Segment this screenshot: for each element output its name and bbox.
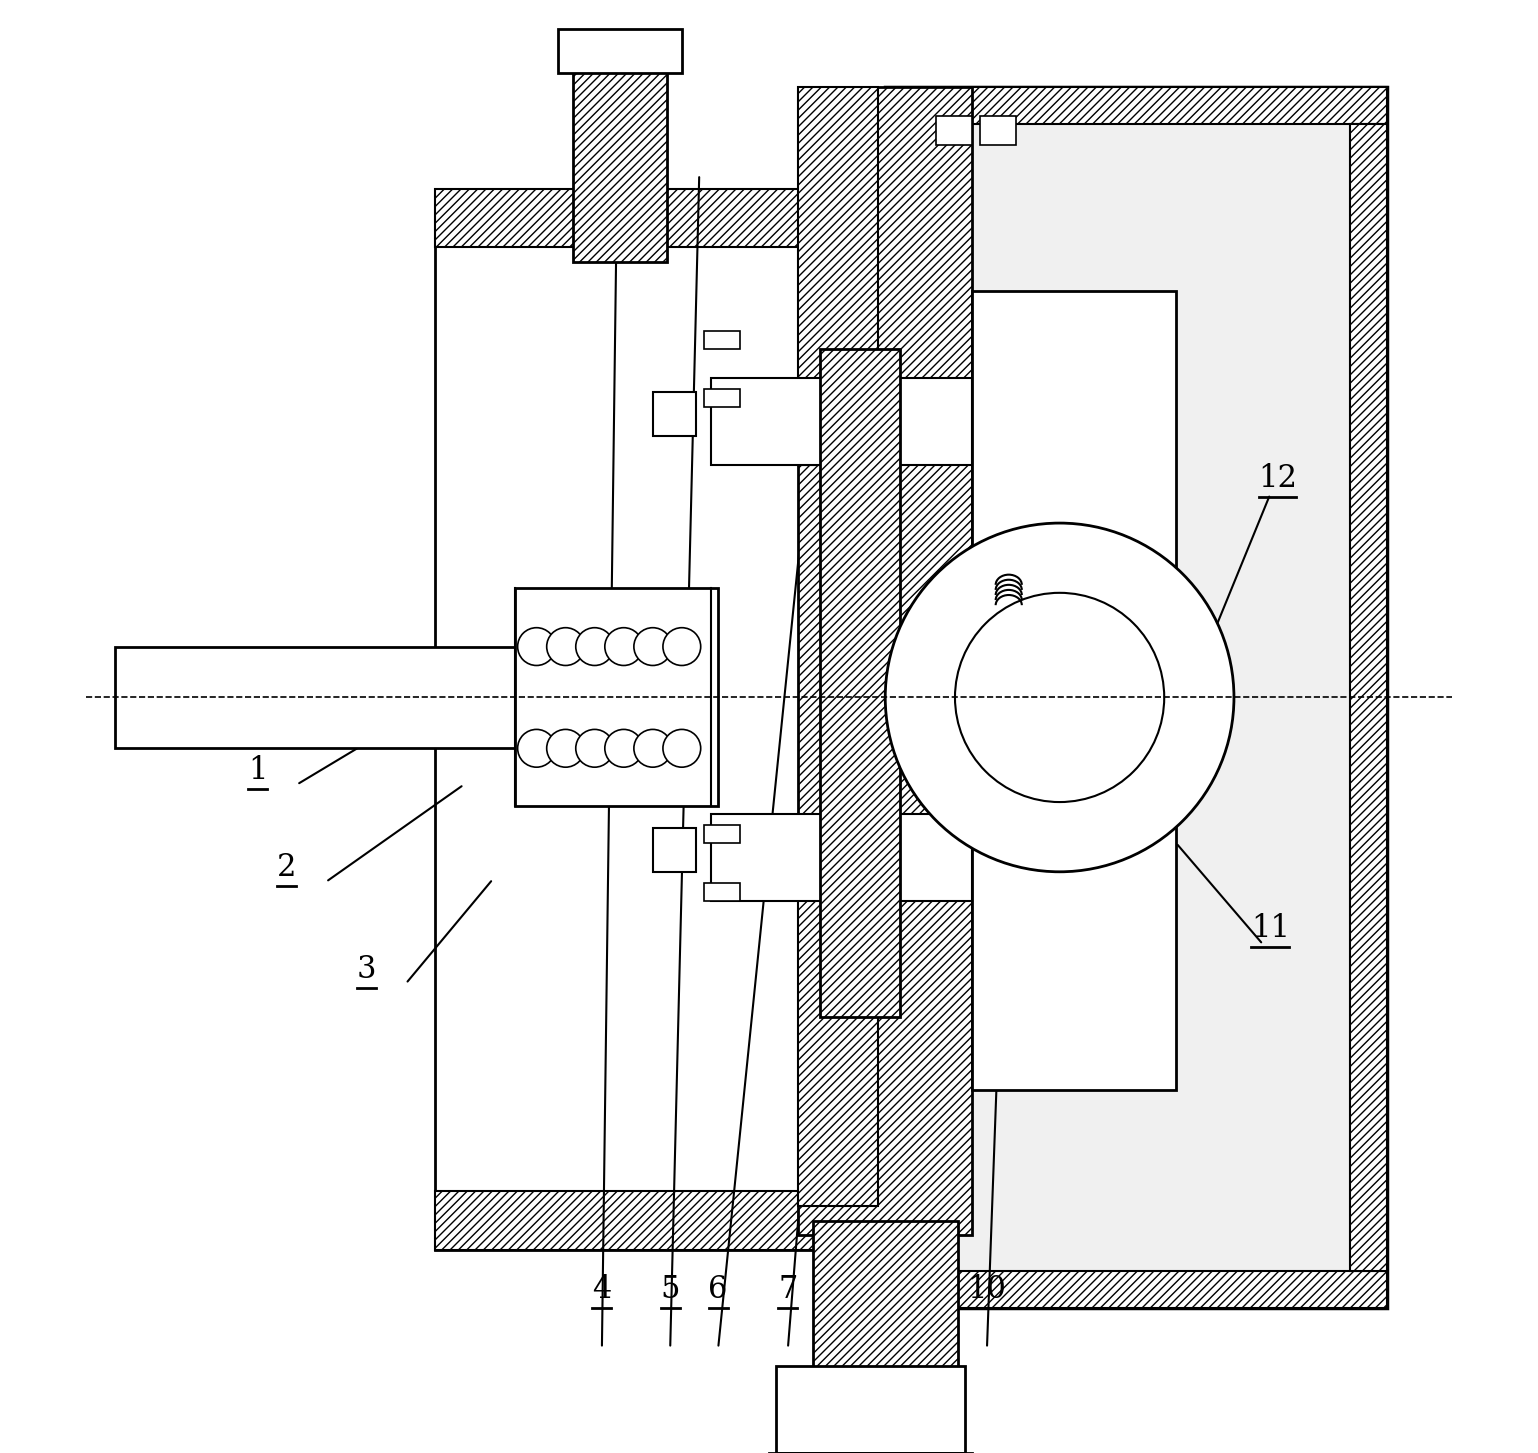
Bar	[812, 1221, 958, 1395]
Circle shape	[886, 523, 1233, 872]
Polygon shape	[886, 87, 1387, 124]
Bar	[980, 116, 1017, 145]
Bar	[435, 189, 943, 1250]
Circle shape	[546, 729, 584, 767]
Text: 8: 8	[849, 1274, 869, 1305]
Text: 2: 2	[277, 853, 297, 883]
Bar	[798, 828, 878, 1206]
Circle shape	[663, 628, 701, 665]
Text: 11: 11	[1250, 914, 1290, 944]
Bar	[703, 331, 740, 349]
Text: 7: 7	[778, 1274, 798, 1305]
Bar	[820, 349, 900, 1017]
Bar	[572, 44, 667, 262]
Text: 4: 4	[592, 1274, 612, 1305]
Bar	[886, 87, 1387, 1308]
Circle shape	[518, 729, 555, 767]
Bar	[711, 814, 972, 901]
Polygon shape	[886, 1271, 1387, 1308]
Circle shape	[634, 628, 672, 665]
Bar	[972, 291, 1177, 1090]
Bar	[798, 87, 972, 1235]
Bar	[703, 389, 740, 407]
Bar	[777, 1366, 966, 1453]
Polygon shape	[435, 1191, 943, 1250]
Circle shape	[955, 593, 1164, 802]
Text: 10: 10	[967, 1274, 1006, 1305]
Text: 5: 5	[660, 1274, 680, 1305]
Text: 3: 3	[357, 955, 377, 985]
Text: 9: 9	[910, 1274, 930, 1305]
Circle shape	[604, 628, 643, 665]
Bar	[652, 828, 697, 872]
Bar	[558, 29, 681, 73]
Polygon shape	[435, 189, 943, 247]
Circle shape	[634, 729, 672, 767]
Text: 6: 6	[709, 1274, 727, 1305]
Bar	[703, 825, 740, 843]
Circle shape	[663, 729, 701, 767]
Text: 1: 1	[248, 756, 268, 786]
Bar	[937, 116, 972, 145]
Bar	[652, 392, 697, 436]
Circle shape	[604, 729, 643, 767]
Circle shape	[546, 628, 584, 665]
Text: 12: 12	[1258, 464, 1297, 494]
Circle shape	[575, 628, 614, 665]
Bar	[703, 883, 740, 901]
Bar	[711, 378, 972, 465]
Polygon shape	[1350, 124, 1387, 1271]
Circle shape	[518, 628, 555, 665]
Circle shape	[575, 729, 614, 767]
Bar	[115, 647, 580, 748]
Bar	[515, 588, 718, 806]
Bar	[798, 87, 878, 465]
